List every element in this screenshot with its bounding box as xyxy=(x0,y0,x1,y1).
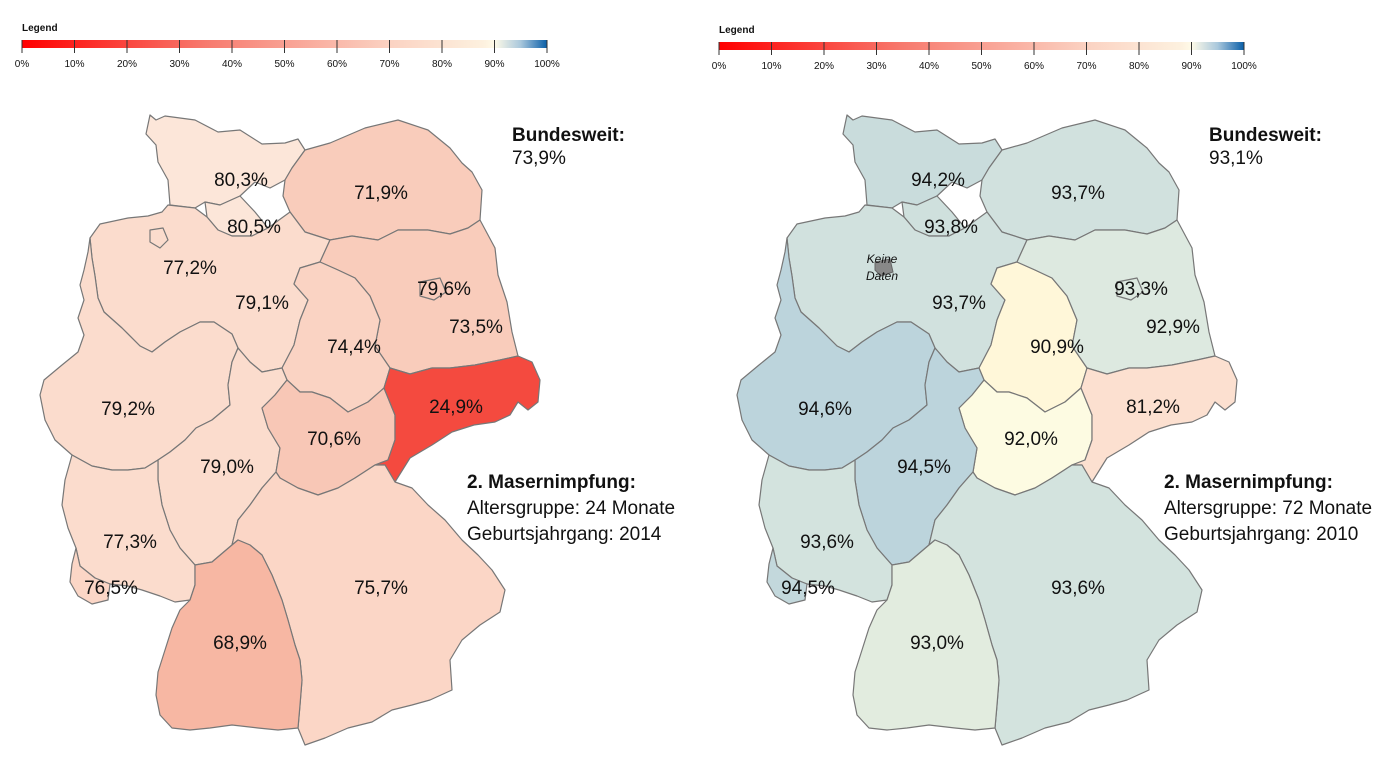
bundesweit-label: Bundesweit: xyxy=(512,125,625,146)
state-value-label: 76,5% xyxy=(84,578,138,599)
state-mecklenburg-vorpommern xyxy=(979,119,1180,241)
vaccination-title: 2. Masernimpfung: xyxy=(1164,472,1333,493)
bundesweit-value: 73,9% xyxy=(512,148,566,169)
state-schleswig-holstein xyxy=(145,114,306,209)
bundesweit-value: 93,1% xyxy=(1209,148,1263,169)
legend-left: Legend 0% 10% 20% 30% 40% 50% 60% xyxy=(15,23,560,70)
state-value-label: 79,0% xyxy=(200,457,254,478)
state-value-label: 94,6% xyxy=(798,399,852,420)
summary-right: Bundesweit: 93,1% 2. Masernimpfung: Alte… xyxy=(1164,125,1372,545)
state-value-label: 94,5% xyxy=(781,578,835,599)
state-value-label: 94,5% xyxy=(897,457,951,478)
state-value-labels-right: 94,2% 93,8% 93,7% 93,7% 90,9% 93,3% 92,9… xyxy=(781,170,1200,654)
legend-tick-label: 70% xyxy=(379,59,399,70)
state-value-label: 71,9% xyxy=(354,183,408,204)
state-berlin xyxy=(1116,277,1144,301)
legend-ticks xyxy=(718,42,1245,55)
state-value-label: 77,3% xyxy=(103,532,157,553)
vaccination-title: 2. Masernimpfung: xyxy=(467,472,636,493)
state-shapes-left xyxy=(39,114,541,746)
legend-ticks xyxy=(21,40,548,53)
state-value-label: 92,0% xyxy=(1004,429,1058,450)
legend-tick-label: 40% xyxy=(222,59,242,70)
legend-tick-label: 100% xyxy=(534,59,560,70)
legend-tick-label: 90% xyxy=(1181,61,1201,72)
state-value-label: 77,2% xyxy=(163,258,217,279)
state-value-label: 93,7% xyxy=(1051,183,1105,204)
state-value-label: 93,0% xyxy=(910,633,964,654)
state-value-label: 73,5% xyxy=(449,317,503,338)
legend-tick-label: 30% xyxy=(169,59,189,70)
state-value-label: 93,8% xyxy=(924,217,978,238)
legend-tick-label: 30% xyxy=(866,61,886,72)
no-data-label: Daten xyxy=(866,269,898,283)
legend-tick-label: 20% xyxy=(117,59,137,70)
legend-tick-label: 10% xyxy=(64,59,84,70)
state-value-label: 80,5% xyxy=(227,217,281,238)
state-sachsen xyxy=(374,355,541,483)
legend-right: Legend 0% 10% 20% 30% 40% 50% 60% xyxy=(712,25,1257,72)
state-value-label: 79,2% xyxy=(101,399,155,420)
state-value-label: 74,4% xyxy=(327,337,381,358)
state-shapes-right xyxy=(736,114,1238,746)
legend-tick-label: 0% xyxy=(712,61,727,72)
state-saarland xyxy=(69,547,111,605)
summary-left: Bundesweit: 73,9% 2. Masernimpfung: Alte… xyxy=(467,125,675,545)
legend-tick-label: 0% xyxy=(15,59,30,70)
state-value-label: 79,1% xyxy=(235,293,289,314)
state-mecklenburg-vorpommern xyxy=(282,119,483,241)
state-value-label: 68,9% xyxy=(213,633,267,654)
state-value-label: 93,6% xyxy=(800,532,854,553)
state-value-label: 93,6% xyxy=(1051,578,1105,599)
state-brandenburg xyxy=(1016,219,1216,375)
legend-tick-label: 40% xyxy=(919,61,939,72)
state-value-label: 93,3% xyxy=(1114,279,1168,300)
state-value-label: 90,9% xyxy=(1030,337,1084,358)
legend-tick-label: 70% xyxy=(1076,61,1096,72)
legend-tick-label: 50% xyxy=(971,61,991,72)
state-value-label: 92,9% xyxy=(1146,317,1200,338)
state-value-label: 93,7% xyxy=(932,293,986,314)
state-value-label: 70,6% xyxy=(307,429,361,450)
state-value-label: 79,6% xyxy=(417,279,471,300)
legend-tick-label: 60% xyxy=(1024,61,1044,72)
legend-title: Legend xyxy=(22,23,58,34)
bundesweit-label: Bundesweit: xyxy=(1209,125,1322,146)
no-data-label: Keine xyxy=(867,252,898,266)
age-group: Altersgruppe: 24 Monate xyxy=(467,498,675,519)
state-value-label: 94,2% xyxy=(911,170,965,191)
state-bremen xyxy=(149,227,169,249)
state-baden-wuerttemberg xyxy=(852,539,1000,731)
map-left: Legend 0% 10% 20% 30% 40% 50% 60% xyxy=(15,23,675,746)
legend-tick-label: 80% xyxy=(432,59,452,70)
state-schleswig-holstein xyxy=(842,114,1003,209)
legend-tick-label: 60% xyxy=(327,59,347,70)
legend-tick-label: 50% xyxy=(274,59,294,70)
age-group: Altersgruppe: 72 Monate xyxy=(1164,498,1372,519)
state-value-label: 75,7% xyxy=(354,578,408,599)
state-saarland xyxy=(766,547,808,605)
legend-tick-label: 20% xyxy=(814,61,834,72)
state-bremen-no-data xyxy=(874,258,894,277)
map-right: Legend 0% 10% 20% 30% 40% 50% 60% xyxy=(712,25,1372,746)
birth-cohort: Geburtsjahrgang: 2014 xyxy=(467,524,662,545)
state-value-label: 80,3% xyxy=(214,170,268,191)
state-berlin xyxy=(419,277,447,301)
state-value-label: 24,9% xyxy=(429,397,483,418)
legend-tick-label: 90% xyxy=(484,59,504,70)
state-sachsen xyxy=(1071,355,1238,483)
state-baden-wuerttemberg xyxy=(155,539,303,731)
state-value-label: 81,2% xyxy=(1126,397,1180,418)
legend-tick-label: 100% xyxy=(1231,61,1257,72)
birth-cohort: Geburtsjahrgang: 2010 xyxy=(1164,524,1358,545)
legend-title: Legend xyxy=(719,25,755,36)
legend-tick-label: 10% xyxy=(761,61,781,72)
state-value-labels-left: 80,3% 80,5% 71,9% 77,2% 79,1% 79,6% 73,5… xyxy=(84,170,503,654)
legend-tick-label: 80% xyxy=(1129,61,1149,72)
